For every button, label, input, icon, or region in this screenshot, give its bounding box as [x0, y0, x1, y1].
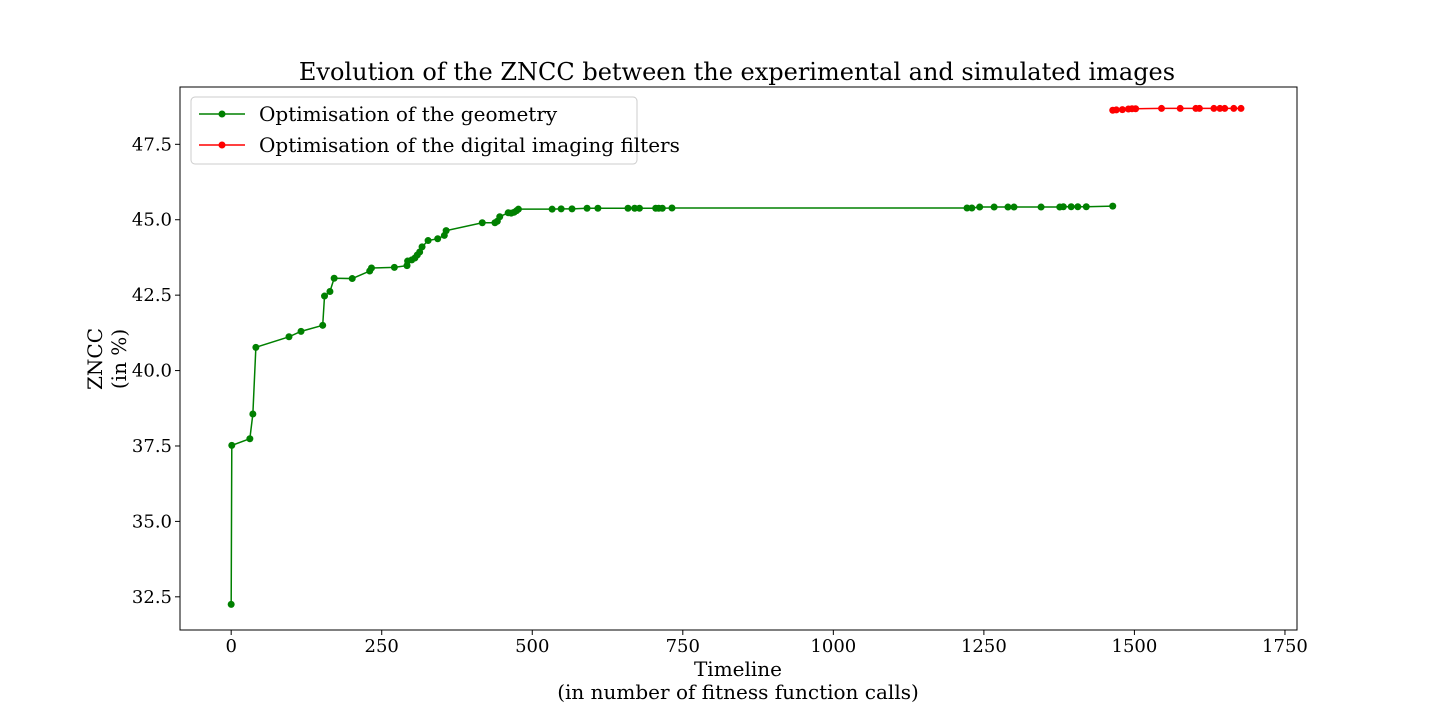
data-point: [635, 204, 643, 212]
legend-label-filters: Optimisation of the digital imaging filt…: [259, 133, 680, 157]
y-axis-label-units: (in %): [107, 329, 131, 389]
data-point: [1067, 203, 1075, 211]
legend-marker-filters: [218, 141, 226, 149]
x-tick-label: 1000: [810, 636, 856, 657]
data-point: [548, 205, 556, 213]
data-point: [228, 441, 236, 449]
legend-label-geometry: Optimisation of the geometry: [259, 102, 558, 126]
data-point: [624, 204, 632, 212]
data-point: [668, 204, 676, 212]
data-point: [326, 288, 334, 296]
data-point: [227, 600, 235, 608]
data-point: [321, 292, 329, 300]
data-point: [1010, 203, 1018, 211]
data-point: [319, 321, 327, 329]
data-point: [246, 435, 254, 443]
data-point: [968, 204, 976, 212]
data-point: [594, 204, 602, 212]
chart-title: Evolution of the ZNCC between the experi…: [299, 58, 1175, 86]
data-point: [583, 204, 591, 212]
data-point: [348, 275, 356, 283]
data-point: [1230, 104, 1238, 112]
data-point: [424, 237, 432, 245]
data-point: [963, 204, 971, 212]
data-point: [496, 213, 504, 221]
data-point: [990, 203, 998, 211]
data-point: [1216, 104, 1224, 112]
data-point: [658, 204, 666, 212]
data-point: [1074, 203, 1082, 211]
data-point: [285, 333, 293, 341]
y-tick-label: 45.0: [132, 210, 172, 231]
y-tick-label: 32.5: [132, 587, 172, 608]
data-point: [1059, 203, 1067, 211]
data-point: [1237, 104, 1245, 112]
x-tick-label: 750: [666, 636, 700, 657]
x-tick-label: 500: [515, 636, 549, 657]
data-point: [1132, 105, 1140, 113]
data-point: [434, 235, 442, 243]
data-point: [297, 327, 305, 335]
y-tick-label: 35.0: [132, 511, 172, 532]
data-point: [367, 264, 375, 272]
data-point: [1118, 106, 1126, 114]
data-point: [1109, 202, 1117, 210]
plot-series: [227, 104, 1245, 608]
y-tick-label: 40.0: [132, 361, 172, 382]
y-axis-label: ZNCC: [83, 328, 107, 390]
x-axis-label-units: (in number of fitness function calls): [557, 680, 919, 704]
data-point: [568, 205, 576, 213]
legend: Optimisation of the geometry Optimisatio…: [190, 96, 680, 165]
series-line-0: [230, 205, 1113, 605]
x-tick-label: 0: [225, 636, 236, 657]
x-tick-label: 1250: [961, 636, 1007, 657]
data-point: [514, 205, 522, 213]
data-point: [1112, 106, 1120, 114]
y-axis-ticks: 32.5 35.0 37.5 40.0 42.5 45.0 47.5: [132, 134, 180, 608]
data-point: [478, 219, 486, 227]
data-point: [1004, 203, 1012, 211]
legend-marker-geometry: [218, 110, 226, 118]
data-point: [1176, 104, 1184, 112]
data-point: [390, 263, 398, 271]
data-point: [1082, 203, 1090, 211]
x-axis-ticks: 0 250 500 750 1000 1250 1500 1750: [225, 630, 1308, 657]
legend-box: [190, 96, 638, 165]
data-point: [252, 343, 260, 351]
y-tick-label: 47.5: [132, 134, 172, 155]
data-point: [1037, 203, 1045, 211]
data-point: [1210, 104, 1218, 112]
data-point: [1195, 104, 1203, 112]
plot-frame: [179, 86, 1298, 631]
data-point: [442, 227, 450, 235]
data-point: [557, 205, 565, 213]
y-tick-label: 37.5: [132, 436, 172, 457]
y-tick-label: 42.5: [132, 285, 172, 306]
data-point: [249, 410, 257, 418]
x-tick-label: 1750: [1262, 636, 1308, 657]
x-axis-label: Timeline: [694, 657, 782, 681]
data-point: [976, 203, 984, 211]
data-point: [330, 274, 338, 282]
x-tick-label: 250: [365, 636, 399, 657]
data-point: [1221, 104, 1229, 112]
data-point: [631, 204, 639, 212]
data-point: [1158, 104, 1166, 112]
x-tick-label: 1500: [1112, 636, 1158, 657]
data-point: [418, 243, 426, 251]
